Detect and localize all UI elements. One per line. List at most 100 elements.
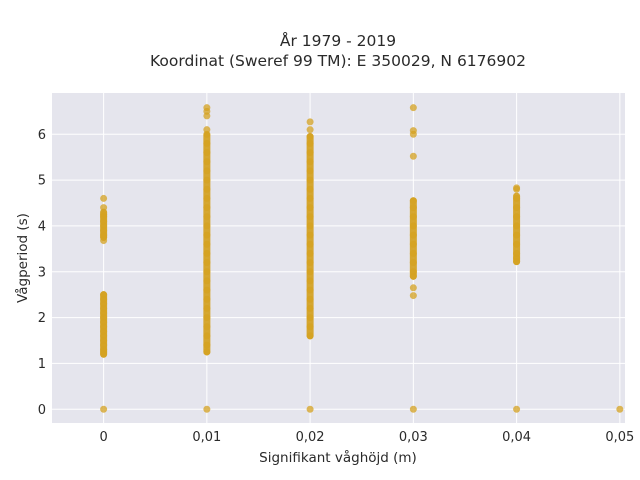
data-point (306, 268, 314, 276)
data-point (306, 323, 314, 331)
x-axis-title: Signifikant våghöjd (m) (259, 449, 417, 466)
data-point (203, 249, 211, 257)
data-point (306, 222, 314, 230)
data-point (306, 158, 314, 166)
data-point (513, 405, 521, 413)
data-point (409, 240, 417, 248)
data-point (203, 405, 211, 413)
data-point (203, 231, 211, 239)
data-point (409, 152, 417, 160)
data-point (306, 118, 314, 126)
data-point (203, 259, 211, 267)
x-axis-ticks: 0 0,01 0,02 0,03 0,04 0,05 (99, 430, 634, 445)
data-point (203, 240, 211, 248)
data-point (306, 133, 314, 141)
data-point (203, 341, 211, 349)
data-point (306, 194, 314, 202)
data-point (306, 240, 314, 248)
data-point (203, 332, 211, 340)
data-point (306, 213, 314, 221)
data-point (409, 259, 417, 267)
data-point (203, 286, 211, 294)
data-point (409, 213, 417, 221)
data-point (306, 249, 314, 257)
x-tick-label: 0,01 (192, 430, 221, 445)
data-point (203, 295, 211, 303)
data-point (513, 240, 521, 248)
data-point (306, 295, 314, 303)
y-tick-label: 1 (38, 357, 46, 372)
data-point (203, 323, 211, 331)
x-tick-label: 0,03 (399, 430, 428, 445)
y-axis-ticks: 0 1 2 3 4 5 6 (38, 128, 46, 418)
data-point (306, 277, 314, 285)
data-point (203, 185, 211, 193)
data-point (203, 348, 211, 356)
x-tick-label: 0,04 (502, 430, 531, 445)
data-point (513, 249, 521, 257)
data-point (513, 222, 521, 230)
y-tick-label: 5 (38, 174, 46, 189)
data-point (306, 286, 314, 294)
data-point (306, 231, 314, 239)
data-point (409, 249, 417, 257)
chart-title: År 1979 - 2019 (280, 31, 396, 50)
data-point (513, 184, 521, 192)
data-point (203, 314, 211, 322)
y-tick-label: 2 (38, 311, 46, 326)
data-point (409, 222, 417, 230)
data-point (100, 405, 108, 413)
x-tick-label: 0 (99, 430, 107, 445)
data-point (306, 176, 314, 184)
data-point (409, 231, 417, 239)
data-point (409, 292, 417, 300)
data-point (306, 167, 314, 175)
data-point (203, 194, 211, 202)
data-point (100, 210, 108, 218)
data-point (306, 185, 314, 193)
y-tick-label: 4 (38, 219, 46, 234)
data-point (100, 291, 108, 299)
data-point (409, 197, 417, 205)
y-tick-label: 0 (38, 403, 46, 418)
data-point (306, 304, 314, 312)
data-points (100, 104, 624, 413)
y-tick-label: 3 (38, 265, 46, 280)
data-point (203, 204, 211, 212)
data-point (100, 194, 108, 202)
y-axis-title: Vågperiod (s) (14, 213, 31, 303)
data-point (306, 126, 314, 134)
data-point (203, 158, 211, 166)
data-point (203, 149, 211, 157)
data-point (203, 104, 211, 112)
data-point (409, 204, 417, 212)
data-point (100, 204, 108, 212)
data-point (203, 268, 211, 276)
data-point (306, 204, 314, 212)
data-point (409, 127, 417, 135)
plot-area (52, 93, 625, 423)
data-point (513, 194, 521, 202)
data-point (513, 204, 521, 212)
data-point (203, 167, 211, 175)
data-point (409, 405, 417, 413)
data-point (203, 213, 211, 221)
data-point (203, 304, 211, 312)
x-tick-label: 0,02 (296, 430, 325, 445)
data-point (203, 277, 211, 285)
data-point (306, 314, 314, 322)
data-point (409, 284, 417, 292)
data-point (409, 268, 417, 276)
data-point (513, 213, 521, 221)
y-tick-label: 6 (38, 128, 46, 143)
data-point (306, 405, 314, 413)
x-tick-label: 0,05 (605, 430, 634, 445)
data-point (203, 176, 211, 184)
data-point (203, 222, 211, 230)
data-point (306, 149, 314, 157)
data-point (203, 139, 211, 147)
data-point (616, 405, 624, 413)
data-point (203, 126, 211, 134)
